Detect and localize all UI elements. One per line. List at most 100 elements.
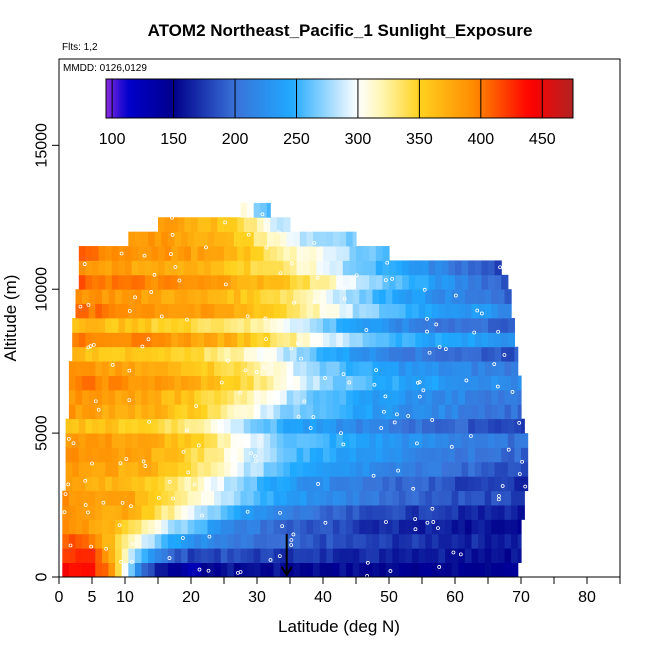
heatmap-cell bbox=[78, 332, 86, 348]
heatmap-cell bbox=[220, 548, 228, 564]
heatmap-cell bbox=[517, 519, 522, 535]
heatmap-cell bbox=[339, 375, 347, 391]
heatmap-cell bbox=[392, 519, 400, 535]
observation-marker bbox=[171, 496, 175, 501]
observation-marker bbox=[422, 287, 427, 292]
heatmap-cell bbox=[425, 533, 433, 549]
heatmap-cell bbox=[151, 461, 159, 477]
heatmap-cell bbox=[316, 418, 324, 434]
heatmap-cell bbox=[207, 303, 215, 319]
heatmap-cell bbox=[379, 505, 387, 520]
heatmap-cell bbox=[210, 476, 218, 492]
heatmap-cell bbox=[257, 217, 265, 233]
heatmap-cell bbox=[118, 246, 126, 261]
heatmap-cell bbox=[286, 404, 294, 420]
heatmap-cell bbox=[464, 289, 473, 305]
heatmap-cell bbox=[207, 490, 215, 506]
heatmap-cell bbox=[385, 490, 393, 506]
x-tick-label: 60 bbox=[446, 589, 464, 606]
heatmap-cell bbox=[197, 274, 205, 290]
heatmap-cell bbox=[125, 260, 133, 276]
heatmap-cell bbox=[125, 346, 133, 362]
heatmap-cell bbox=[75, 361, 83, 376]
heatmap-cell bbox=[253, 303, 261, 319]
heatmap-cell bbox=[458, 533, 466, 549]
heatmap-cell bbox=[237, 318, 245, 333]
heatmap-cell bbox=[395, 476, 403, 492]
heatmap-cell bbox=[243, 318, 251, 333]
heatmap-cell bbox=[435, 332, 443, 348]
heatmap-cell bbox=[488, 461, 496, 477]
heatmap-cell bbox=[263, 260, 271, 276]
heatmap-cell bbox=[365, 533, 374, 549]
observation-marker bbox=[101, 500, 106, 505]
observation-marker bbox=[129, 504, 133, 509]
heatmap-cell bbox=[336, 246, 344, 261]
heatmap-cell bbox=[451, 404, 459, 420]
heatmap-cell bbox=[118, 476, 126, 492]
heatmap-cell bbox=[389, 476, 397, 492]
heatmap-cell bbox=[121, 361, 129, 376]
heatmap-cell bbox=[356, 332, 364, 348]
heatmap-cell bbox=[464, 404, 473, 420]
heatmap-cell bbox=[497, 404, 506, 420]
heatmap-cell bbox=[402, 260, 410, 276]
heatmap-cell bbox=[187, 562, 195, 578]
heatmap-cell bbox=[118, 346, 126, 362]
heatmap-cell bbox=[468, 476, 476, 492]
heatmap-cell bbox=[415, 461, 423, 477]
heatmap-cell bbox=[148, 361, 156, 376]
heatmap-cell bbox=[303, 476, 311, 492]
heatmap-cell bbox=[266, 231, 275, 247]
heatmap-cell bbox=[385, 533, 393, 549]
heatmap-cell bbox=[181, 519, 189, 535]
heatmap-cell bbox=[148, 375, 156, 391]
heatmap-cell bbox=[405, 389, 413, 405]
heatmap-cell bbox=[82, 289, 90, 305]
heatmap-cell bbox=[365, 389, 374, 405]
heatmap-cell bbox=[455, 346, 463, 362]
heatmap-cell bbox=[398, 490, 407, 506]
heatmap-cell bbox=[389, 274, 397, 290]
observation-marker bbox=[146, 337, 151, 342]
heatmap-cell bbox=[316, 433, 324, 448]
heatmap-cell bbox=[82, 562, 90, 578]
heatmap-cell bbox=[474, 318, 482, 333]
heatmap-cell bbox=[392, 490, 400, 506]
heatmap-cell bbox=[362, 418, 370, 434]
heatmap-cell bbox=[174, 490, 182, 506]
heatmap-cell bbox=[478, 519, 486, 535]
heatmap-cell bbox=[134, 562, 143, 578]
heatmap-cell bbox=[521, 433, 529, 448]
heatmap-cell bbox=[227, 375, 235, 391]
heatmap-cell bbox=[171, 476, 179, 492]
heatmap-cell bbox=[441, 346, 449, 362]
heatmap-cell bbox=[425, 389, 433, 405]
heatmap-cell bbox=[488, 318, 496, 333]
heatmap-cell bbox=[356, 346, 364, 362]
heatmap-cell bbox=[408, 332, 416, 348]
heatmap-cell bbox=[382, 418, 390, 434]
heatmap-cell bbox=[405, 375, 413, 391]
heatmap-cell bbox=[389, 418, 397, 434]
heatmap-cell bbox=[474, 274, 482, 290]
heatmap-cell bbox=[346, 289, 354, 305]
y-axis-label: Altitude (m) bbox=[1, 275, 20, 362]
heatmap-cell bbox=[464, 361, 473, 376]
observation-marker bbox=[170, 215, 174, 220]
heatmap-cell bbox=[263, 217, 271, 233]
heatmap-cell bbox=[428, 476, 436, 492]
heatmap-cell bbox=[210, 418, 218, 434]
heatmap-cell bbox=[164, 217, 172, 233]
observation-marker bbox=[382, 409, 386, 414]
observation-marker bbox=[156, 495, 161, 500]
heatmap-cell bbox=[349, 246, 357, 261]
heatmap-cell bbox=[398, 375, 407, 391]
chart-title: ATOM2 Northeast_Pacific_1 Sunlight_Expos… bbox=[148, 21, 533, 40]
heatmap-cell bbox=[484, 533, 492, 549]
heatmap-cell bbox=[230, 447, 238, 463]
heatmap-cell bbox=[398, 505, 407, 520]
heatmap-cell bbox=[418, 533, 426, 549]
heatmap-cell bbox=[266, 533, 275, 549]
heatmap-cell bbox=[92, 346, 100, 362]
